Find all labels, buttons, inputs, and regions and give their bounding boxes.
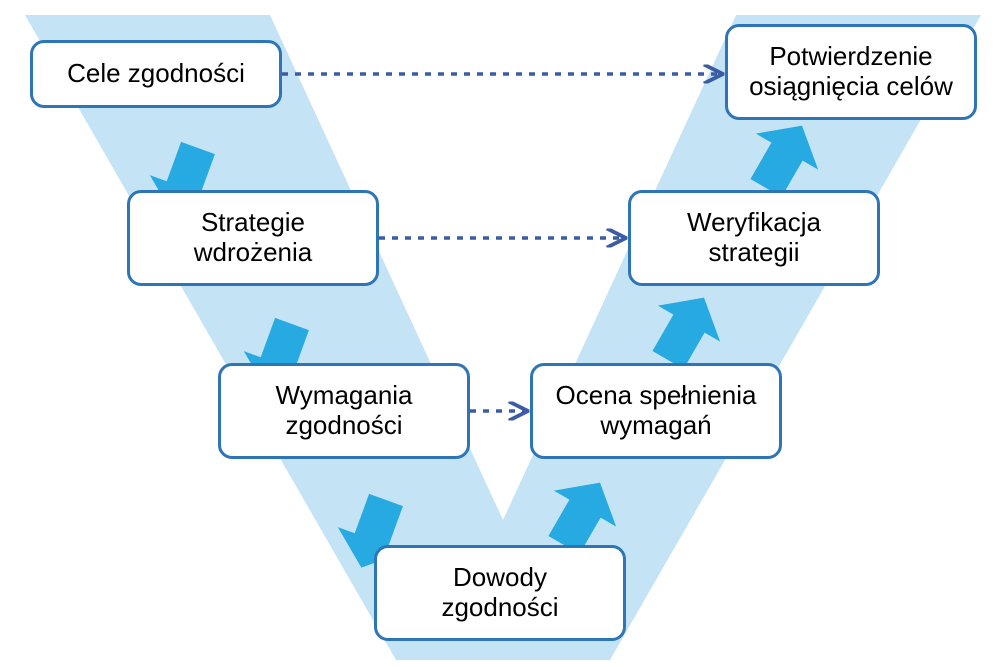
node-wym: Wymagania zgodności — [218, 363, 470, 459]
node-strat: Strategie wdrożenia — [127, 190, 379, 286]
node-weryf-label: Weryfikacja strategii — [687, 208, 821, 268]
node-wym-label: Wymagania zgodności — [275, 381, 412, 441]
node-dowody: Dowody zgodności — [374, 545, 626, 641]
node-cele: Cele zgodności — [30, 40, 282, 108]
node-weryf: Weryfikacja strategii — [628, 190, 880, 286]
node-cele-label: Cele zgodności — [67, 59, 245, 89]
node-potw: Potwierdzenie osiągnięcia celów — [725, 24, 977, 120]
node-potw-label: Potwierdzenie osiągnięcia celów — [749, 42, 953, 102]
node-ocena-label: Ocena spełnienia wymagań — [556, 381, 757, 441]
node-ocena: Ocena spełnienia wymagań — [530, 363, 782, 459]
node-strat-label: Strategie wdrożenia — [194, 208, 313, 268]
v-model-diagram: Cele zgodności Strategie wdrożenia Wymagan… — [0, 0, 1006, 667]
node-dowody-label: Dowody zgodności — [441, 563, 558, 623]
